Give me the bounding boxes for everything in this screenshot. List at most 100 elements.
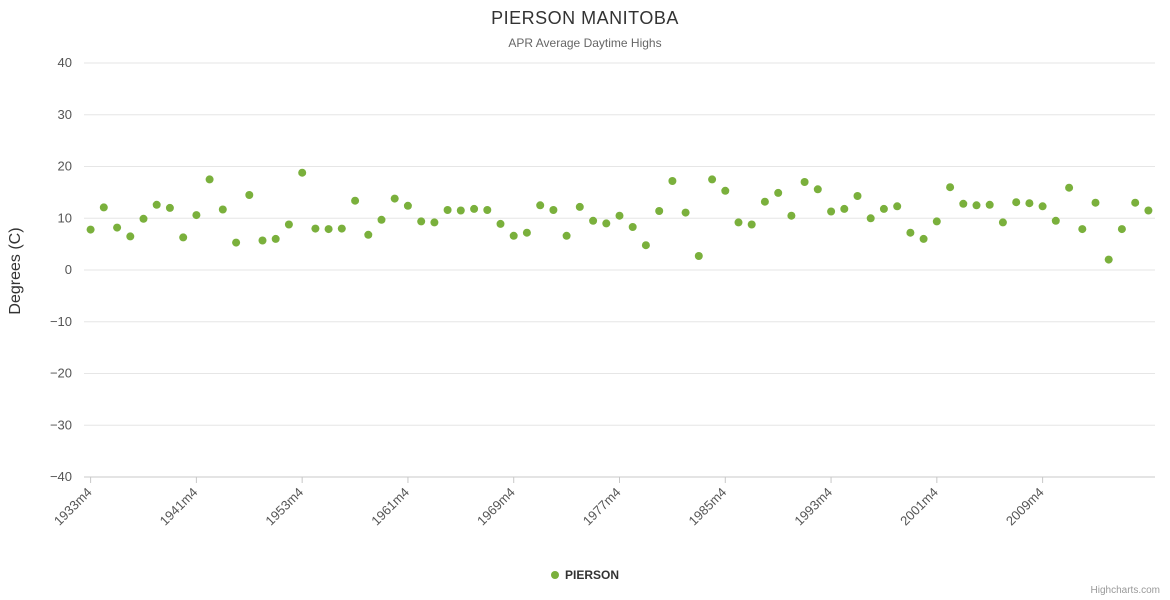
data-point[interactable] [232, 238, 241, 247]
x-axis-label: 2001m4 [897, 485, 941, 529]
data-point[interactable] [1051, 216, 1060, 225]
data-point[interactable] [99, 203, 108, 212]
y-axis-label: −20 [50, 366, 72, 381]
data-point[interactable] [192, 211, 201, 220]
data-point[interactable] [1091, 198, 1100, 207]
data-point[interactable] [1065, 183, 1074, 192]
data-point[interactable] [337, 224, 346, 233]
data-point[interactable] [324, 225, 333, 234]
data-point[interactable] [311, 224, 320, 233]
data-point[interactable] [1144, 206, 1153, 215]
data-point[interactable] [787, 211, 796, 220]
data-point[interactable] [879, 204, 888, 213]
data-point[interactable] [959, 199, 968, 208]
y-axis-label: 40 [58, 55, 72, 70]
data-point[interactable] [708, 175, 717, 184]
data-point[interactable] [152, 200, 161, 209]
data-point[interactable] [496, 219, 505, 228]
data-point[interactable] [866, 214, 875, 223]
data-point[interactable] [1025, 199, 1034, 208]
x-axis-label: 1993m4 [791, 485, 835, 529]
chart-subtitle: APR Average Daytime Highs [508, 36, 662, 50]
data-point[interactable] [298, 168, 307, 177]
data-point[interactable] [509, 231, 518, 240]
data-point[interactable] [668, 177, 677, 185]
data-point[interactable] [1131, 198, 1140, 207]
data-point[interactable] [549, 206, 558, 214]
data-point[interactable] [932, 217, 941, 226]
highcharts-credits[interactable]: Highcharts.com [1090, 585, 1160, 596]
data-point[interactable] [443, 206, 452, 214]
data-point[interactable] [351, 196, 360, 205]
data-point[interactable] [562, 231, 571, 240]
data-point[interactable] [1104, 255, 1113, 264]
data-point[interactable] [126, 232, 135, 241]
chart-title: PIERSON MANITOBA [491, 8, 679, 28]
data-point[interactable] [760, 197, 769, 206]
data-point[interactable] [906, 228, 915, 237]
data-point[interactable] [205, 175, 214, 184]
data-point[interactable] [919, 234, 928, 243]
y-axis-label: 0 [65, 262, 72, 277]
legend-marker-icon [550, 571, 559, 579]
data-point[interactable] [470, 204, 479, 213]
data-point[interactable] [655, 207, 664, 215]
data-point[interactable] [813, 185, 822, 194]
data-point[interactable] [972, 201, 981, 210]
data-point[interactable] [827, 207, 836, 216]
data-point[interactable] [456, 206, 465, 215]
data-point[interactable] [284, 220, 293, 229]
data-point[interactable] [536, 201, 545, 210]
data-point[interactable] [840, 204, 849, 213]
x-axis-label: 1969m4 [474, 485, 518, 529]
data-point[interactable] [377, 215, 386, 224]
data-point[interactable] [602, 219, 611, 228]
data-point[interactable] [258, 236, 267, 245]
data-point[interactable] [853, 192, 862, 200]
data-point[interactable] [721, 186, 730, 195]
data-point[interactable] [364, 230, 373, 239]
data-point[interactable] [113, 223, 122, 232]
data-point[interactable] [628, 223, 637, 231]
data-point[interactable] [946, 183, 955, 192]
data-point[interactable] [271, 234, 280, 243]
legend[interactable]: PIERSON [0, 568, 1170, 582]
data-point[interactable] [86, 225, 95, 234]
data-point[interactable] [218, 205, 227, 214]
data-point[interactable] [430, 218, 439, 227]
data-point[interactable] [139, 214, 148, 223]
x-axis-label: 1941m4 [157, 485, 201, 529]
data-point[interactable] [641, 241, 650, 250]
data-point[interactable] [483, 206, 492, 214]
x-axis-label: 1985m4 [686, 485, 730, 529]
data-point[interactable] [1038, 202, 1047, 211]
data-point[interactable] [774, 188, 783, 197]
data-point[interactable] [747, 220, 756, 229]
data-point[interactable] [615, 211, 624, 220]
data-point[interactable] [522, 228, 531, 237]
data-point[interactable] [694, 252, 703, 260]
data-point[interactable] [800, 178, 809, 186]
data-point[interactable] [575, 202, 584, 211]
data-point[interactable] [403, 201, 412, 210]
data-point[interactable] [390, 194, 399, 203]
data-point[interactable] [893, 202, 902, 211]
data-point[interactable] [985, 200, 994, 209]
data-point[interactable] [165, 203, 174, 212]
data-point[interactable] [1117, 225, 1126, 234]
data-point[interactable] [179, 233, 188, 242]
data-point[interactable] [417, 217, 426, 226]
data-point[interactable] [1012, 198, 1021, 207]
data-point[interactable] [589, 216, 598, 225]
data-point[interactable] [245, 191, 254, 199]
x-axis-label: 1977m4 [580, 485, 624, 529]
data-point[interactable] [1078, 225, 1087, 234]
y-axis-label: 20 [58, 159, 72, 174]
data-point[interactable] [998, 218, 1007, 227]
y-axis-label: 30 [58, 107, 72, 122]
legend-label: PIERSON [564, 568, 619, 582]
data-point[interactable] [681, 208, 690, 217]
data-point[interactable] [734, 218, 743, 227]
